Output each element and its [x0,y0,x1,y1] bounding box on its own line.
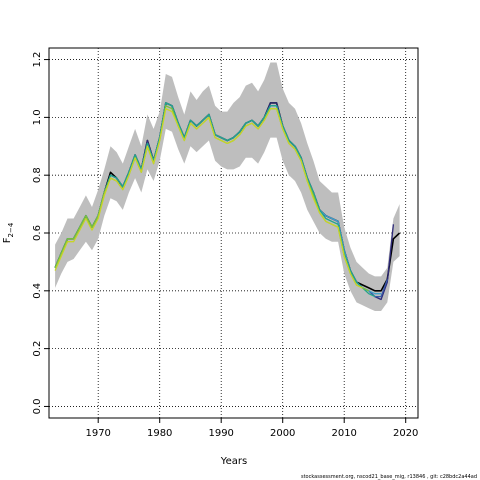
y-tick-label-3: 0.6 [32,225,43,241]
series-line-4 [54,102,376,298]
x-axis: 1970 1980 1990 2000 2010 2020 [85,418,418,439]
series-lines [54,102,401,301]
x-tick-label-1: 1980 [147,428,172,439]
y-axis-title: F2−4 [2,222,15,243]
y-tick-label-6: 1.2 [32,52,43,68]
y-tick-label-5: 1.0 [32,109,43,125]
y-tick-label-4: 0.8 [32,167,43,183]
x-tick-label-3: 2000 [270,428,295,439]
y-axis: 0.0 0.2 0.4 0.6 0.8 1.0 1.2 [32,52,49,414]
x-tick-label-5: 2020 [393,428,418,439]
y-axis-title-main: F [2,237,13,243]
series-line-6 [54,108,363,289]
y-tick-label-1: 0.2 [32,341,43,357]
x-tick-label-2: 1990 [208,428,233,439]
footnote: stockassessment.org, nscod21_base_mig, r… [301,474,477,480]
x-axis-title: Years [220,456,247,467]
y-axis-title-sub: 2−4 [7,222,15,237]
x-tick-label-4: 2010 [331,428,356,439]
x-tick-label-0: 1970 [85,428,110,439]
y-tick-label-2: 0.4 [32,283,43,299]
y-tick-label-0: 0.0 [32,398,43,414]
